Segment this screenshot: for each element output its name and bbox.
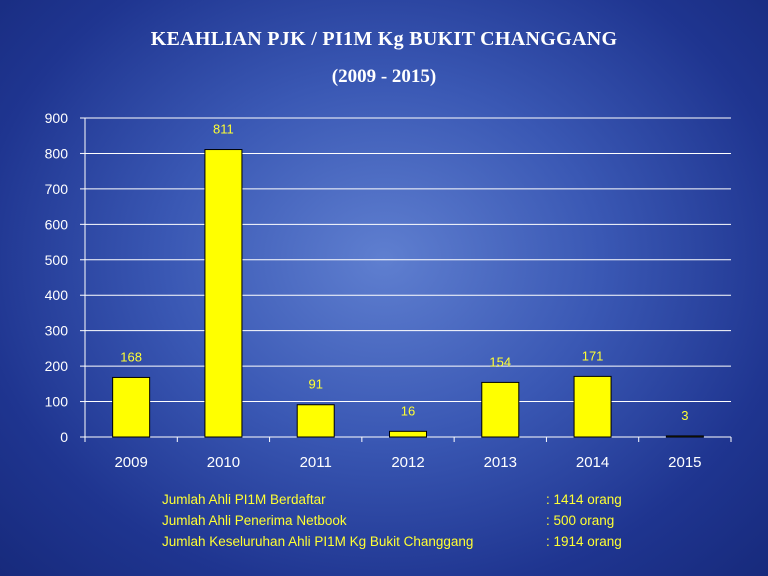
y-tick-label: 0 xyxy=(60,429,68,445)
chart-title: KEAHLIAN PJK / PI1M Kg BUKIT CHANGGANG xyxy=(150,28,618,50)
x-tick-label: 2013 xyxy=(484,454,517,471)
data-label: 91 xyxy=(308,377,322,392)
y-tick-label: 300 xyxy=(45,323,69,339)
y-tick-label: 800 xyxy=(45,145,69,161)
summary-value: : 1914 orang xyxy=(546,534,622,549)
y-tick-label: 600 xyxy=(45,216,69,232)
x-tick-label: 2009 xyxy=(114,454,147,471)
bar xyxy=(204,149,243,438)
data-label: 3 xyxy=(681,408,688,423)
y-tick-label: 900 xyxy=(45,110,69,126)
x-tick-label: 2010 xyxy=(207,454,240,471)
y-tick-label: 200 xyxy=(45,358,69,374)
bar xyxy=(481,381,520,438)
data-label: 154 xyxy=(489,354,511,369)
data-label: 16 xyxy=(401,403,415,418)
summary-row: Jumlah Ahli Penerima Netbook : 500 orang xyxy=(162,513,682,534)
data-label: 168 xyxy=(120,349,142,364)
chart-subtitle: (2009 - 2015) xyxy=(331,66,437,87)
bar xyxy=(665,435,704,438)
summary-label: Jumlah Ahli PI1M Berdaftar xyxy=(162,492,326,507)
x-tick-label: 2012 xyxy=(391,454,424,471)
x-tick-label: 2011 xyxy=(300,454,332,471)
bar xyxy=(573,375,612,438)
summary-value: : 500 orang xyxy=(546,513,615,528)
x-tick-label: 2014 xyxy=(576,454,609,471)
summary-label: Jumlah Ahli Penerima Netbook xyxy=(162,513,347,528)
y-tick-label: 400 xyxy=(45,287,69,303)
data-label: 811 xyxy=(213,122,234,137)
x-tick-label: 2015 xyxy=(668,454,701,471)
bar xyxy=(389,430,427,438)
summary-label: Jumlah Keseluruhan Ahli PI1M Kg Bukit Ch… xyxy=(162,534,474,549)
y-tick-label: 100 xyxy=(45,394,69,410)
summary-block: Jumlah Ahli PI1M Berdaftar : 1414 orang … xyxy=(162,492,682,555)
summary-row: Jumlah Keseluruhan Ahli PI1M Kg Bukit Ch… xyxy=(162,534,682,555)
y-tick-label: 700 xyxy=(45,181,69,197)
data-label: 171 xyxy=(582,348,604,363)
bar xyxy=(112,376,151,438)
y-tick-label: 500 xyxy=(45,252,69,268)
summary-value: : 1414 orang xyxy=(546,492,622,507)
bar-chart: 0 100 200 300 400 500 600 700 800 900 168 2009 811 20… xyxy=(45,110,704,471)
bar xyxy=(296,404,335,438)
summary-row: Jumlah Ahli PI1M Berdaftar : 1414 orang xyxy=(162,492,682,513)
